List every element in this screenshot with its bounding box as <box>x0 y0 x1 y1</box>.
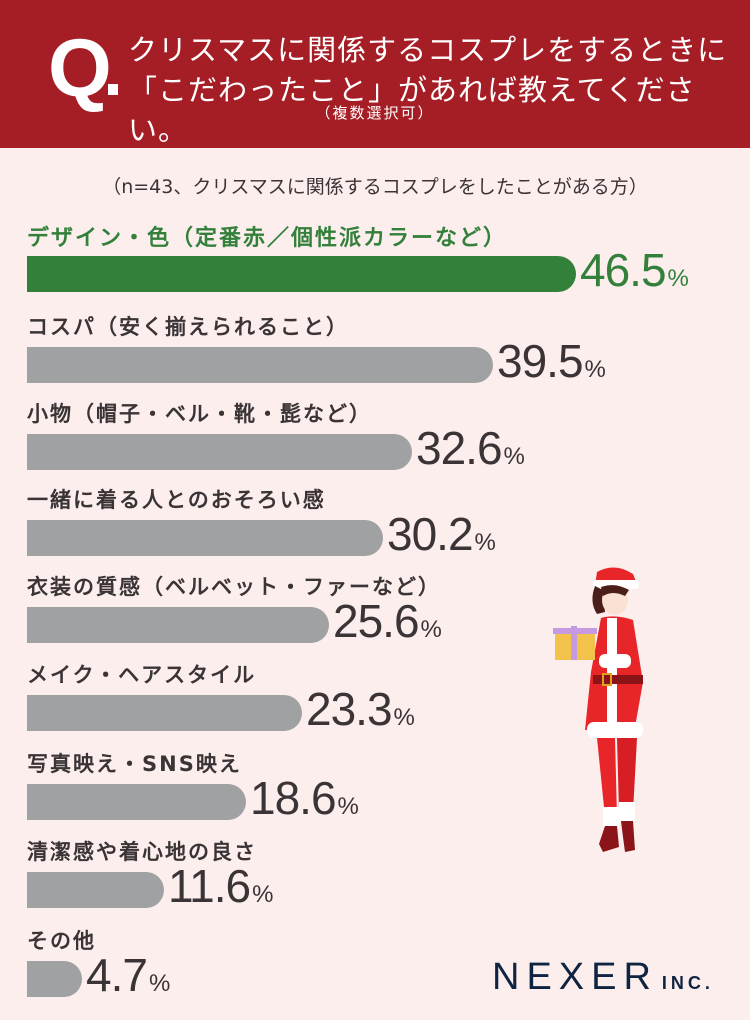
chart-row: 写真映え・SNS映え 18.6% <box>27 748 747 836</box>
row-label: 写真映え・SNS映え <box>27 752 242 776</box>
value-label: 4.7% <box>86 949 170 1010</box>
chart-row: デザイン・色（定番赤／個性派カラーなど） 46.5% <box>27 220 747 308</box>
value-unit: % <box>420 616 442 643</box>
bar <box>27 784 246 820</box>
value-number: 32.6 <box>416 422 503 474</box>
row-label: デザイン・色（定番赤／個性派カラーなど） <box>27 226 508 251</box>
value-label: 11.6% <box>168 860 273 921</box>
value-label: 25.6% <box>333 595 442 656</box>
chart-row: 一緒に着る人とのおそろい感 30.2% <box>27 484 747 572</box>
chart-row: 衣装の質感（ベルベット・ファーなど） 25.6% <box>27 571 747 659</box>
value-label: 46.5% <box>580 244 689 305</box>
row-label: 清潔感や着心地の良さ <box>27 840 257 864</box>
q-mark: Q <box>48 23 112 114</box>
bar <box>27 607 329 643</box>
value-number: 46.5 <box>580 244 667 296</box>
row-label: コスパ（安く揃えられること） <box>27 315 349 339</box>
value-unit: % <box>667 265 689 292</box>
value-unit: % <box>474 529 496 556</box>
bar <box>27 961 82 997</box>
multiple-choice-note: （複数選択可） <box>315 104 435 122</box>
bar <box>27 347 493 383</box>
value-label: 30.2% <box>387 508 496 569</box>
row-label: その他 <box>27 929 96 953</box>
row-label: 小物（帽子・ベル・靴・髭など） <box>27 402 372 426</box>
bar <box>27 872 164 908</box>
value-unit: % <box>393 704 415 731</box>
row-label: 一緒に着る人とのおそろい感 <box>27 488 326 512</box>
logo-suffix: INC. <box>661 973 714 993</box>
chart-row: コスパ（安く揃えられること） 39.5% <box>27 311 747 399</box>
row-label: メイク・ヘアスタイル <box>27 663 257 687</box>
value-number: 23.3 <box>306 683 393 735</box>
logo-name: NEXER <box>492 956 658 998</box>
value-label: 32.6% <box>416 422 525 483</box>
chart-row: メイク・ヘアスタイル 23.3% <box>27 659 747 747</box>
chart-row: 清潔感や着心地の良さ 11.6% <box>27 836 747 924</box>
value-number: 4.7 <box>86 949 148 1001</box>
value-unit: % <box>584 356 606 383</box>
value-unit: % <box>148 970 171 997</box>
bar <box>27 520 383 556</box>
value-unit: % <box>252 881 274 908</box>
q-dot <box>108 84 118 95</box>
value-label: 23.3% <box>306 683 415 744</box>
question-title-line1: クリスマスに関係するコスプレをするときに <box>128 33 728 67</box>
nexer-logo: NEXER INC. <box>492 956 714 999</box>
value-unit: % <box>503 443 525 470</box>
value-label: 18.6% <box>250 772 359 833</box>
santa-woman-illustration <box>553 567 643 852</box>
row-label: 衣装の質感（ベルベット・ファーなど） <box>27 575 441 599</box>
bar <box>27 434 412 470</box>
question-header: Q クリスマスに関係するコスプレをするときに 「こだわったこと」があれば教えてく… <box>0 0 750 148</box>
question-title-line2: 「こだわったこと」があれば教えてください。 <box>128 73 696 147</box>
bar <box>27 695 302 731</box>
chart-row: その他 4.7% <box>27 925 747 1013</box>
value-number: 30.2 <box>387 508 474 560</box>
bar <box>27 256 576 292</box>
value-number: 25.6 <box>333 595 420 647</box>
value-number: 11.6 <box>168 860 251 912</box>
question-title: クリスマスに関係するコスプレをするときに 「こだわったこと」があれば教えてくださ… <box>128 30 728 150</box>
value-label: 39.5% <box>497 335 606 396</box>
value-number: 18.6 <box>250 772 337 824</box>
value-unit: % <box>337 793 359 820</box>
sample-size-note: （n=43、クリスマスに関係するコスプレをしたことがある方） <box>102 176 648 198</box>
value-number: 39.5 <box>497 335 584 387</box>
chart-row: 小物（帽子・ベル・靴・髭など） 32.6% <box>27 398 747 486</box>
